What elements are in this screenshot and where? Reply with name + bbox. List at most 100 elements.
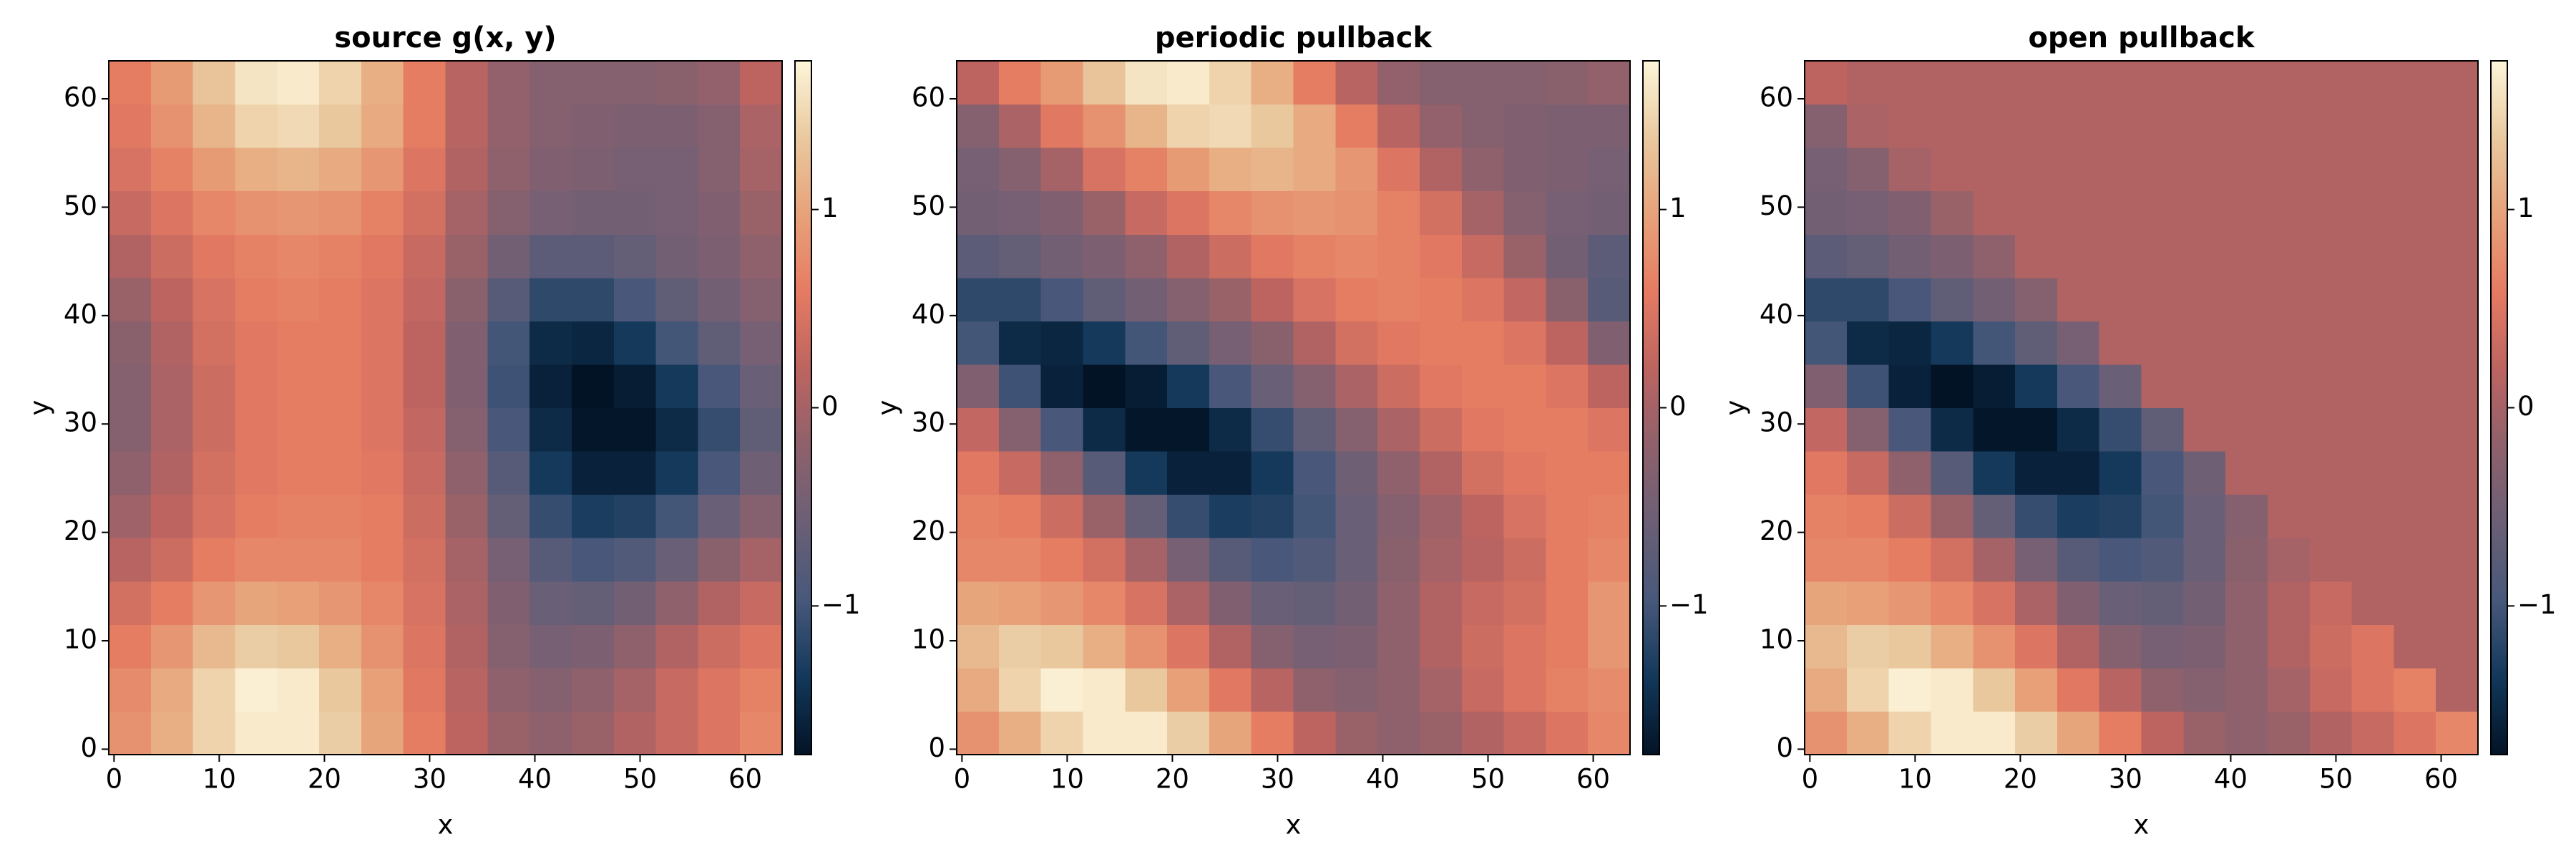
x-tick-label: 30 <box>413 764 447 795</box>
heatmap-cell <box>1251 364 1294 408</box>
heatmap-cell <box>1083 494 1126 538</box>
heatmap-cell <box>1167 104 1210 148</box>
heatmap-cell <box>2141 581 2184 625</box>
heatmap-cell <box>655 581 698 625</box>
heatmap-cell <box>1805 277 1848 321</box>
x-tick-label: 40 <box>518 764 552 795</box>
heatmap-cell <box>957 624 1000 669</box>
heatmap-cell <box>109 624 152 669</box>
heatmap-cell <box>1293 624 1336 669</box>
heatmap-cell <box>2015 321 2058 365</box>
heatmap-cell <box>235 190 278 235</box>
heatmap-cell <box>613 234 657 279</box>
heatmap-cell <box>530 581 572 625</box>
heatmap-cell <box>655 364 698 408</box>
heatmap-cell <box>2225 624 2268 669</box>
heatmap-cell <box>2267 190 2311 235</box>
axes-frame <box>956 60 1631 755</box>
heatmap-cell <box>1888 104 1931 148</box>
heatmap-cell <box>109 104 152 148</box>
heatmap-cell <box>1973 494 2016 538</box>
heatmap-cell <box>235 711 278 755</box>
heatmap-cell <box>1040 451 1083 495</box>
heatmap-cell <box>1209 277 1252 321</box>
heatmap-cell <box>445 277 488 321</box>
heatmap-cell <box>445 190 488 235</box>
heatmap-cell <box>740 234 783 279</box>
heatmap-cell <box>998 407 1042 452</box>
heatmap-cell <box>403 667 446 712</box>
y-tick-label: 30 <box>912 407 945 438</box>
heatmap-cell <box>1083 234 1126 279</box>
heatmap-cell <box>655 277 698 321</box>
heatmap-cell <box>319 277 362 321</box>
x-axis-label: x <box>2134 810 2150 841</box>
heatmap-cell <box>2015 581 2058 625</box>
heatmap-cell <box>1335 711 1378 755</box>
heatmap-cell <box>1503 538 1546 582</box>
heatmap-cell <box>403 451 446 495</box>
heatmap-cell <box>445 234 488 279</box>
heatmap-cell <box>1335 494 1378 538</box>
heatmap-cell <box>1293 407 1336 452</box>
heatmap-cell <box>192 234 235 279</box>
heatmap-cell <box>530 407 572 452</box>
heatmap-cell <box>1888 277 1931 321</box>
heatmap-cell <box>1251 407 1294 452</box>
heatmap-cell <box>1503 104 1546 148</box>
axes-frame <box>1804 60 2479 755</box>
heatmap-cell <box>1846 407 1890 452</box>
heatmap-cell <box>1209 711 1252 755</box>
heatmap-cell <box>2099 451 2142 495</box>
heatmap-cell <box>1546 407 1589 452</box>
heatmap-cell <box>2015 364 2058 408</box>
heatmap-cell <box>1125 277 1168 321</box>
heatmap-cell <box>2351 277 2394 321</box>
heatmap-cell <box>2436 190 2479 235</box>
heatmap-cell <box>487 61 530 105</box>
heatmap-cell <box>2015 538 2058 582</box>
heatmap-cell <box>403 407 446 452</box>
heatmap-cell <box>1846 190 1890 235</box>
heatmap-cell <box>1973 451 2016 495</box>
heatmap-cell <box>235 581 278 625</box>
heatmap-cell <box>698 190 741 235</box>
y-tick-label: 40 <box>912 299 945 329</box>
x-tick-label: 60 <box>2424 764 2458 795</box>
heatmap-cell <box>698 364 741 408</box>
heatmap-cell <box>2057 451 2100 495</box>
heatmap-cell <box>1973 407 2016 452</box>
colorbar-tick-label: 0 <box>1669 391 1687 422</box>
heatmap-cell <box>740 711 783 755</box>
heatmap-cell <box>530 104 572 148</box>
heatmap-cell <box>1335 104 1378 148</box>
heatmap-cell <box>361 538 404 582</box>
heatmap-cell <box>2183 624 2226 669</box>
heatmap-cell <box>571 451 615 495</box>
heatmap-cell <box>1546 667 1589 712</box>
heatmap-cell <box>1461 581 1505 625</box>
heatmap-cell <box>2436 581 2479 625</box>
heatmap-cell <box>1251 321 1294 365</box>
heatmap-cell <box>613 538 657 582</box>
y-tick-label: 0 <box>1776 732 1793 763</box>
heatmap-cell <box>2267 581 2311 625</box>
heatmap-cell <box>2225 494 2268 538</box>
heatmap-cell <box>571 667 615 712</box>
heatmap-cell <box>319 61 362 105</box>
heatmap-cell <box>613 494 657 538</box>
heatmap-cell <box>1588 581 1631 625</box>
heatmap-cell <box>1973 190 2016 235</box>
heatmap-cell <box>1419 321 1463 365</box>
heatmap-cell <box>1503 147 1546 192</box>
heatmap-cell <box>1167 147 1210 192</box>
heatmap-cell <box>1503 277 1546 321</box>
heatmap-cell <box>2015 61 2058 105</box>
heatmap-cell <box>2436 451 2479 495</box>
heatmap-cell <box>1125 364 1168 408</box>
heatmap-cell <box>1377 667 1420 712</box>
heatmap-cell <box>109 321 152 365</box>
heatmap-cell <box>1377 277 1420 321</box>
heatmap-cell <box>1931 451 1974 495</box>
